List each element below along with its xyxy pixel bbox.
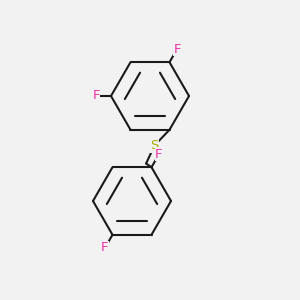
Text: F: F — [155, 148, 163, 161]
Text: S: S — [150, 139, 159, 152]
Text: F: F — [92, 89, 100, 103]
Text: F: F — [173, 43, 181, 56]
Text: F: F — [101, 241, 109, 254]
